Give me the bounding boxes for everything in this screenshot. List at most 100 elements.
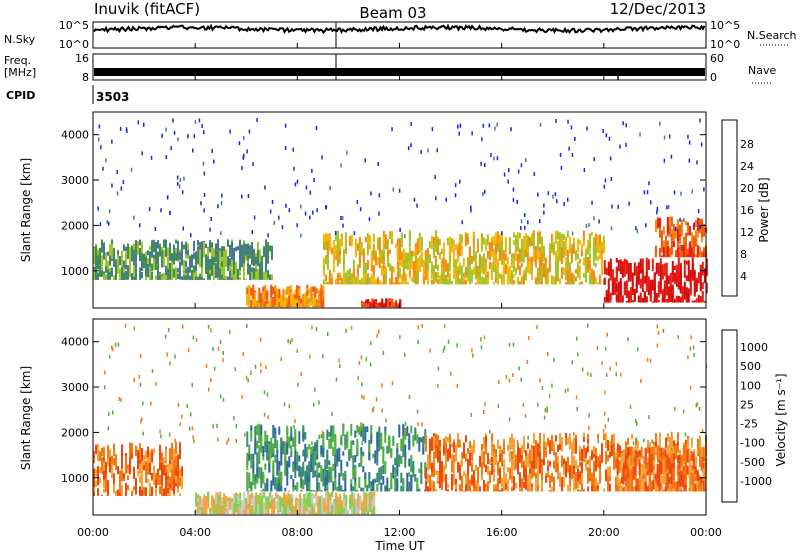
heatmap-cell [543, 442, 545, 447]
heatmap-cell [674, 483, 677, 492]
heatmap-cell [613, 452, 615, 470]
heatmap-cell [133, 266, 135, 278]
heatmap-cell [378, 245, 381, 254]
heatmap-cell [259, 495, 262, 512]
heatmap-cell [652, 446, 655, 463]
heatmap-cell [690, 451, 693, 462]
heatmap-speckle [168, 432, 171, 437]
heatmap-speckle [212, 346, 214, 351]
heatmap-cell [348, 236, 351, 246]
heatmap-speckle [700, 142, 703, 147]
heatmap-cell [185, 275, 187, 280]
heatmap-cell [699, 442, 701, 449]
heatmap-cell [700, 458, 703, 472]
heatmap-speckle [300, 371, 302, 376]
heatmap-speckle [141, 151, 143, 156]
heatmap-cell [528, 237, 531, 247]
heatmap-speckle [481, 137, 483, 142]
heatmap-speckle [596, 346, 599, 350]
heatmap-cell [493, 484, 495, 492]
heatmap-cell [516, 232, 519, 242]
heatmap-cell [187, 250, 189, 256]
heatmap-cell [261, 255, 263, 268]
heatmap-speckle [457, 124, 459, 129]
heatmap-cell [374, 250, 377, 257]
heatmap-cell [665, 262, 668, 280]
heatmap-cell [538, 231, 541, 238]
heatmap-cell [574, 250, 577, 261]
heatmap-cell [539, 433, 541, 448]
heatmap-cell [536, 246, 539, 260]
heatmap-speckle [322, 354, 324, 359]
heatmap-cell [667, 293, 670, 303]
heatmap-cell [380, 482, 383, 492]
heatmap-cell [626, 458, 629, 466]
heatmap-cell [139, 460, 141, 467]
heatmap-speckle [243, 153, 245, 158]
heatmap-cell [306, 446, 309, 458]
heatmap-cell [225, 511, 228, 515]
heatmap-cell [356, 444, 359, 455]
heatmap-cell [395, 301, 398, 308]
heatmap-speckle [471, 131, 473, 136]
heatmap-cell [127, 484, 129, 491]
heatmap-cell [484, 274, 487, 285]
heatmap-cell [334, 245, 337, 257]
heatmap-speckle [593, 157, 595, 162]
heatmap-cell [279, 497, 282, 506]
colorbar-tick-label: 16 [740, 204, 754, 217]
heatmap-cell [662, 240, 665, 246]
heatmap-cell [665, 471, 667, 484]
heatmap-speckle [297, 382, 299, 387]
y-tick-label: 3000 [61, 381, 89, 394]
heatmap-cell [685, 287, 688, 293]
heatmap-cell [430, 261, 433, 273]
heatmap-cell [668, 477, 671, 492]
heatmap-cell [408, 247, 411, 259]
heatmap-cell [324, 477, 327, 492]
heatmap-cell [527, 453, 529, 467]
heatmap-cell [690, 472, 693, 485]
heatmap-cell [598, 245, 601, 259]
heatmap-cell [350, 234, 353, 247]
heatmap-cell [121, 447, 123, 465]
heatmap-speckle [698, 406, 701, 411]
heatmap-speckle [176, 175, 179, 180]
heatmap-speckle [292, 147, 294, 152]
heatmap-cell [435, 433, 437, 450]
heatmap-speckle [174, 354, 176, 359]
heatmap-cell [655, 293, 658, 298]
heatmap-cell [458, 267, 461, 275]
heatmap-cell [305, 511, 308, 515]
heatmap-cell [171, 443, 173, 461]
heatmap-speckle [635, 419, 637, 423]
heatmap-speckle [353, 231, 356, 236]
heatmap-cell [661, 480, 663, 492]
heatmap-cell [416, 257, 419, 273]
heatmap-cell [483, 480, 485, 492]
heatmap-cell [691, 301, 694, 303]
heatmap-speckle [111, 183, 113, 188]
heatmap-cell [352, 486, 355, 492]
heatmap-speckle [205, 364, 208, 369]
heatmap-cell [607, 278, 610, 297]
heatmap-cell [521, 444, 523, 456]
heatmap-speckle [142, 401, 144, 406]
heatmap-speckle [251, 230, 253, 235]
heatmap-cell [517, 459, 519, 475]
heatmap-cell [386, 446, 389, 454]
power-heatmap-cells [93, 118, 708, 308]
heatmap-cell [308, 298, 311, 304]
heatmap-cell [251, 254, 253, 265]
heatmap-cell [399, 299, 402, 308]
heatmap-speckle [174, 438, 176, 443]
heatmap-cell [390, 273, 393, 285]
heatmap-speckle [640, 379, 642, 383]
heatmap-cell [540, 249, 543, 256]
heatmap-cell [161, 482, 163, 496]
heatmap-cell [299, 499, 302, 510]
heatmap-cell [235, 261, 237, 279]
heatmap-cell [499, 467, 501, 484]
heatmap-cell [408, 270, 411, 276]
heatmap-cell [272, 286, 275, 295]
